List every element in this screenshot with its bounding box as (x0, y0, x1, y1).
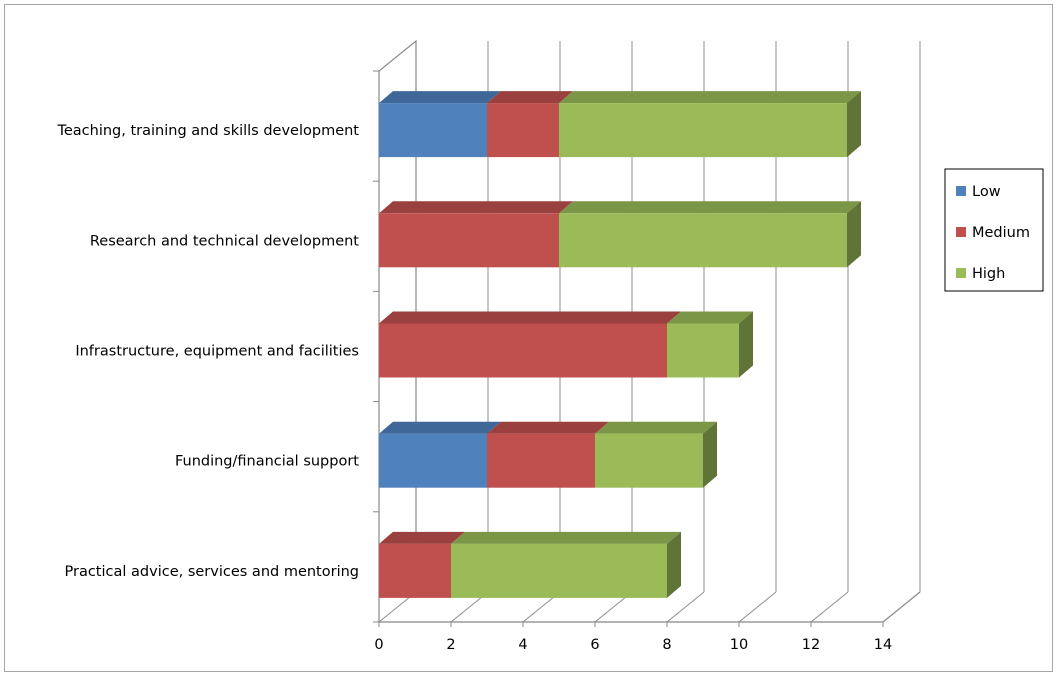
legend: Low Medium High (944, 168, 1044, 292)
floor-gridline (666, 591, 705, 623)
legend-label-low: Low (972, 184, 1001, 200)
x-tick-label: 0 (374, 637, 383, 653)
x-tick-label: 4 (518, 637, 527, 653)
bars (379, 91, 861, 598)
bar-high-5 (451, 531, 681, 598)
bar-high-2 (559, 201, 861, 268)
x-tick-label: 14 (874, 637, 892, 653)
bar-medium-5 (379, 531, 465, 598)
bar-medium-3 (379, 311, 681, 378)
category-label: Infrastructure, equipment and facilities (75, 344, 359, 360)
category-label: Funding/financial support (175, 454, 359, 470)
bar-high-1 (559, 91, 861, 158)
legend-label-medium: Medium (972, 225, 1030, 241)
floor-gridline (738, 591, 777, 623)
category-labels: Teaching, training and skills developmen… (56, 123, 359, 580)
bar-medium-2 (379, 201, 573, 268)
bar-chart: Teaching, training and skills developmen… (56, 39, 1044, 653)
bar-high-3 (667, 311, 753, 378)
category-label: Practical advice, services and mentoring (65, 564, 360, 580)
chart-frame: Teaching, training and skills developmen… (4, 4, 1053, 672)
category-label: Research and technical development (90, 233, 359, 249)
bar-low-1 (379, 91, 501, 158)
x-tick-label: 10 (730, 637, 748, 653)
category-label: Teaching, training and skills developmen… (56, 123, 359, 139)
legend-label-high: High (972, 266, 1005, 282)
legend-swatch-low (956, 186, 966, 196)
floor-gridline (882, 591, 921, 623)
x-tick-labels: 0 2 4 6 8 10 12 14 (374, 637, 892, 653)
bar-high-4 (595, 421, 717, 488)
x-tick-label: 12 (802, 637, 820, 653)
legend-swatch-medium (956, 227, 966, 237)
floor-gridline (810, 591, 849, 623)
x-tick-label: 6 (590, 637, 599, 653)
bar-low-4 (379, 421, 501, 488)
bar-medium-1 (487, 91, 573, 158)
x-tick-label: 8 (662, 637, 671, 653)
x-tick-label: 2 (446, 637, 455, 653)
bar-medium-4 (487, 421, 609, 488)
legend-swatch-high (956, 268, 966, 278)
